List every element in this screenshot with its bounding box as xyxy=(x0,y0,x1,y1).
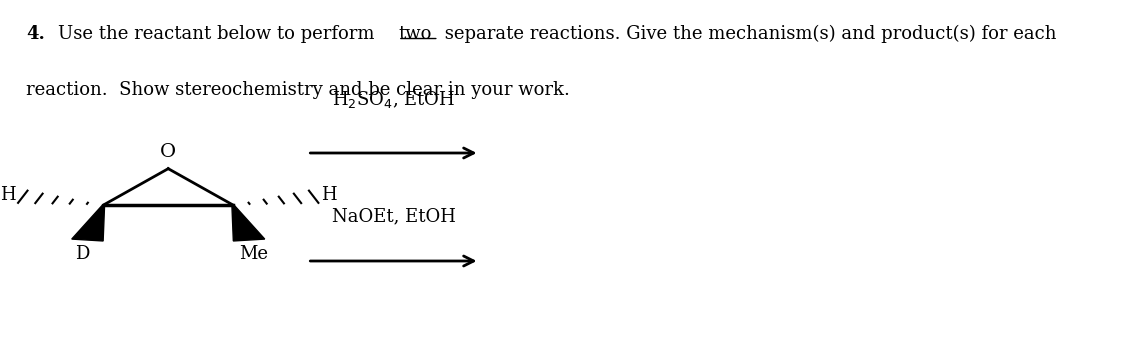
Text: two: two xyxy=(397,25,431,43)
Text: Use the reactant below to perform: Use the reactant below to perform xyxy=(57,25,381,43)
Text: H: H xyxy=(0,186,16,204)
Text: separate reactions. Give the mechanism(s) and product(s) for each: separate reactions. Give the mechanism(s… xyxy=(439,25,1056,44)
Text: 4.: 4. xyxy=(26,25,45,43)
Text: Me: Me xyxy=(240,246,268,264)
Polygon shape xyxy=(72,205,105,241)
Text: NaOEt, EtOH: NaOEt, EtOH xyxy=(331,207,455,225)
Text: H: H xyxy=(321,186,337,204)
Text: O: O xyxy=(160,143,177,161)
Text: D: D xyxy=(75,246,90,264)
Polygon shape xyxy=(232,205,265,241)
Text: reaction.  Show stereochemistry and be clear in your work.: reaction. Show stereochemistry and be cl… xyxy=(26,81,570,99)
Text: H$_2$SO$_4$, EtOH: H$_2$SO$_4$, EtOH xyxy=(332,89,455,110)
